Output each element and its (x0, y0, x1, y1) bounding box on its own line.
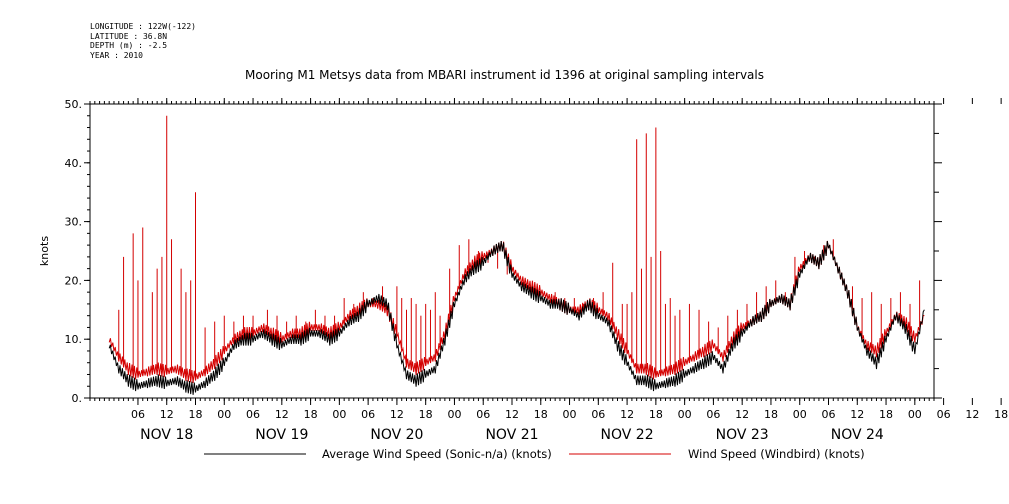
x-tick-label: 12 (620, 408, 634, 421)
x-tick-label: 00 (563, 408, 577, 421)
x-tick-label: 00 (678, 408, 692, 421)
x-day-label: NOV 21 (485, 427, 538, 443)
x-tick-label: 18 (419, 408, 433, 421)
x-tick-label: 18 (879, 408, 893, 421)
y-tick-label: 30. (65, 216, 83, 229)
x-tick-label: 06 (822, 408, 836, 421)
legend-label-windbird: Wind Speed (Windbird) (knots) (688, 447, 865, 461)
x-day-label: NOV 19 (255, 427, 308, 443)
x-tick-label: 12 (965, 408, 979, 421)
x-tick-label: 18 (304, 408, 318, 421)
x-tick-label: 00 (793, 408, 807, 421)
x-tick-label: 06 (246, 408, 260, 421)
x-tick-label: 06 (937, 408, 951, 421)
meta-year: YEAR : 2010 (90, 50, 143, 60)
series-line (108, 240, 925, 384)
y-tick-label: 0. (72, 392, 83, 405)
y-tick-label: 10. (65, 333, 83, 346)
x-tick-label: 00 (908, 408, 922, 421)
x-day-label: NOV 20 (370, 427, 423, 443)
x-tick-label: 18 (189, 408, 203, 421)
x-tick-label: 06 (706, 408, 720, 421)
y-axis-label: knots (38, 236, 51, 266)
meta-longitude: LONGITUDE : 122W(-122) (90, 22, 196, 31)
x-tick-label: 12 (505, 408, 519, 421)
meta-latitude: LATITUDE : 36.8N (90, 31, 168, 41)
x-day-label: NOV 22 (601, 427, 654, 443)
x-tick-label: 18 (534, 408, 548, 421)
x-tick-label: 00 (447, 408, 461, 421)
y-tick-label: 40. (65, 157, 83, 170)
x-tick-label: 18 (649, 408, 663, 421)
x-tick-label: 06 (361, 408, 375, 421)
x-tick-label: 06 (476, 408, 490, 421)
x-day-label: NOV 24 (831, 427, 884, 443)
meta-depth: DEPTH (m) : -2.5 (90, 41, 168, 50)
series-line (108, 240, 925, 395)
x-tick-label: 00 (332, 408, 346, 421)
x-tick-label: 00 (217, 408, 231, 421)
x-tick-label: 12 (850, 408, 864, 421)
y-tick-label: 50. (65, 98, 83, 111)
x-tick-label: 18 (994, 408, 1008, 421)
x-day-label: NOV 18 (140, 427, 193, 443)
x-tick-label: 06 (591, 408, 605, 421)
x-tick-label: 12 (160, 408, 174, 421)
legend-label-average: Average Wind Speed (Sonic-n/a) (knots) (322, 447, 552, 461)
plot-frame (89, 103, 935, 399)
x-day-label: NOV 23 (716, 427, 769, 443)
chart-title: Mooring M1 Metsys data from MBARI instru… (245, 68, 764, 82)
x-tick-label: 12 (735, 408, 749, 421)
x-tick-label: 12 (275, 408, 289, 421)
x-tick-label: 18 (764, 408, 778, 421)
x-tick-label: 06 (131, 408, 145, 421)
x-tick-label: 12 (390, 408, 404, 421)
y-tick-label: 20. (65, 274, 83, 287)
metadata-block: LONGITUDE : 122W(-122) LATITUDE : 36.8N … (90, 22, 196, 60)
